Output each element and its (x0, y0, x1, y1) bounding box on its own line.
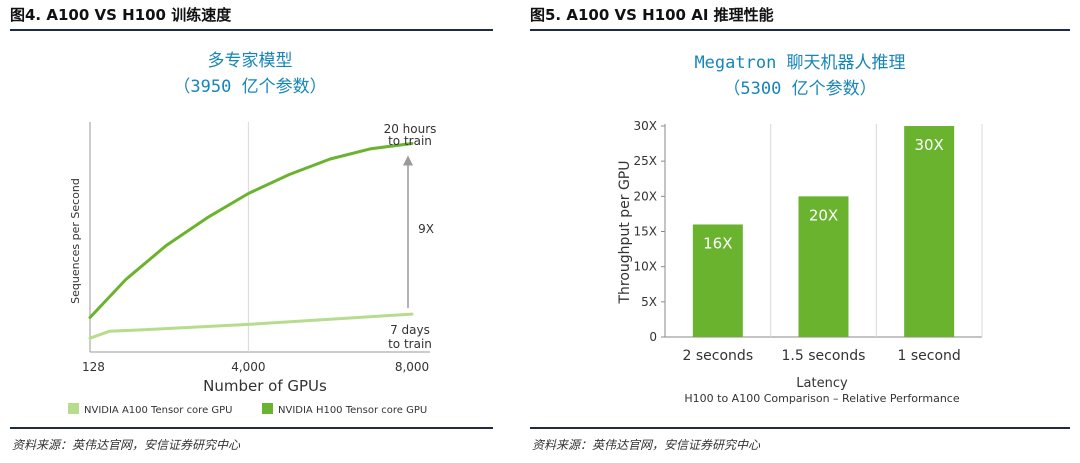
line-chart-title-line1: 多专家模型 (207, 51, 293, 71)
speedup-label: 9X (418, 222, 434, 236)
y-tick-label: 30X (634, 119, 658, 133)
x-tick-label: 1.5 seconds (782, 348, 866, 364)
x-tick-label: 1 second (898, 348, 961, 364)
figure-5-top-rule (530, 29, 1070, 31)
figure-4-panel: 图4. A100 VS H100 训练速度 多专家模型 （3950 亿个参数） … (0, 0, 500, 463)
y-tick-label: 10X (634, 260, 658, 274)
a100-end-label-line1: 7 days (390, 323, 430, 337)
y-tick-label: 5X (641, 295, 657, 309)
bar (798, 196, 849, 337)
speedup-arrowhead (403, 155, 413, 166)
figure-4-bottom-rule (10, 427, 493, 429)
a100-end-label-line2: to train (388, 337, 432, 351)
h100-end-label-line2: to train (388, 134, 432, 148)
series-line-h100 (88, 142, 414, 319)
y-tick-label: 20X (634, 189, 658, 203)
y-tick-label: 25X (634, 154, 658, 168)
series-line-a100 (88, 312, 414, 340)
bar-chart-title-line2: （5300 亿个参数） (723, 79, 877, 99)
bar (904, 126, 955, 337)
figure-5-bottom-rule (530, 427, 1070, 429)
bar-chart-title-line1: Megatron 聊天机器人推理 (694, 53, 906, 73)
h100-end-label-line1: 20 hours (384, 122, 437, 136)
y-tick-label: 0 (649, 330, 657, 344)
y-axis-title: Sequences per Second (69, 178, 82, 304)
x-tick-label: 128 (82, 360, 105, 374)
y-tick-label: 15X (634, 225, 658, 239)
figure-5-panel: 图5. A100 VS H100 AI 推理性能 Megatron 聊天机器人推… (520, 0, 1080, 463)
x-tick-label: 8,000 (395, 360, 429, 374)
bar-value-label: 30X (914, 136, 943, 154)
figure-5-source: 资料来源：英伟达官网，安信证券研究中心 (532, 438, 761, 452)
legend-label-a100: NVIDIA A100 Tensor core GPU (84, 405, 233, 416)
figure-4-top-rule (10, 29, 493, 31)
legend-swatch-h100 (262, 403, 273, 414)
line-chart-title-line2: （3950 亿个参数） (173, 77, 327, 97)
bar-value-label: 20X (809, 206, 838, 224)
bar (692, 224, 743, 337)
figure-4-source: 资料来源：英伟达官网，安信证券研究中心 (12, 438, 241, 452)
bar-value-label: 16X (703, 234, 732, 252)
x-tick-label: 2 seconds (683, 348, 754, 364)
figure-5-title: 图5. A100 VS H100 AI 推理性能 (530, 6, 774, 24)
chart-subtitle: H100 to A100 Comparison – Relative Perfo… (684, 392, 959, 405)
x-tick-label: 4,000 (231, 360, 265, 374)
legend-label-h100: NVIDIA H100 Tensor core GPU (278, 405, 427, 416)
y-axis-title: Throughput per GPU (617, 160, 633, 304)
figure-4-title: 图4. A100 VS H100 训练速度 (10, 6, 232, 24)
bar-chart: 0 5X 10X 15X 20X 25X 30X Throughput per GPU 16X 2… (617, 119, 983, 405)
line-chart: 128 4,000 8,000 Number of GPUs Sequences per… (68, 122, 437, 416)
x-axis-title: Number of GPUs (203, 377, 327, 395)
bar-chart-title: Megatron 聊天机器人推理 （5300 亿个参数） (670, 50, 930, 102)
legend-swatch-a100 (68, 403, 79, 414)
x-axis-title: Latency (796, 376, 848, 391)
line-chart-title: 多专家模型 （3950 亿个参数） (150, 48, 350, 100)
